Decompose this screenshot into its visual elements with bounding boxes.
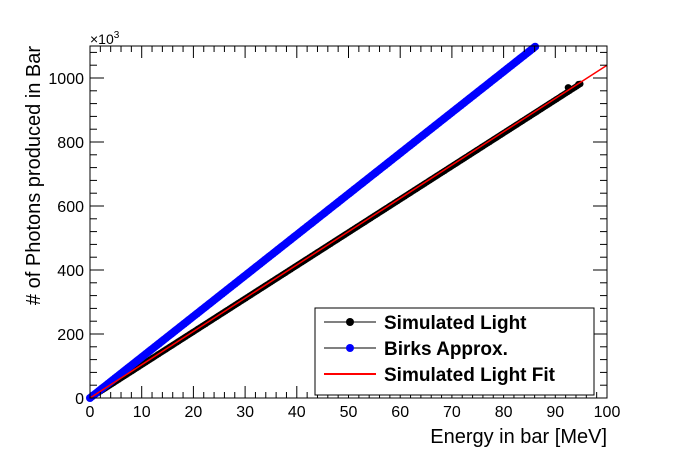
x-tick-label: 10 [133,404,151,421]
legend: Simulated Light Birks Approx. Simulated … [314,307,595,396]
y-tick-label: 200 [57,327,84,344]
x-tick-label: 30 [236,404,254,421]
x-tick-label: 0 [86,404,95,421]
legend-birks-marker [346,344,354,352]
y-tick-label: 800 [57,135,84,152]
x-tick-label: 70 [443,404,461,421]
x-tick-label: 90 [546,404,564,421]
x-tick-label: 60 [391,404,409,421]
y-tick-label: 600 [57,199,84,216]
y-axis-title: # of Photons produced in Bar [23,46,45,305]
legend-simulated-light-marker [346,318,354,326]
series-birks-approx [86,42,540,402]
legend-fit-label: Simulated Light Fit [384,365,556,386]
y-multiplier-exponent: 3 [114,30,120,41]
simulated-light-fit-line [89,64,608,399]
data-layer [86,42,608,402]
x-tick-label: 20 [185,404,203,421]
y-tick-label: 0 [75,391,84,408]
y-tick-label: 400 [57,263,84,280]
x-tick-label: 40 [288,404,306,421]
legend-simulated-light-label: Simulated Light [384,313,527,334]
y-multiplier-label: ×103 [90,30,120,47]
x-tick-label: 100 [594,404,621,421]
x-tick-label: 80 [495,404,513,421]
series-simulated-light-fit [89,64,608,399]
x-axis-title: Energy in bar [MeV] [430,426,607,448]
birks-approx-point [531,42,540,51]
legend-birks-label: Birks Approx. [384,339,508,360]
y-multiplier-base: ×10 [90,31,114,47]
y-tick-label: 1000 [48,71,84,88]
x-tick-label: 50 [340,404,358,421]
